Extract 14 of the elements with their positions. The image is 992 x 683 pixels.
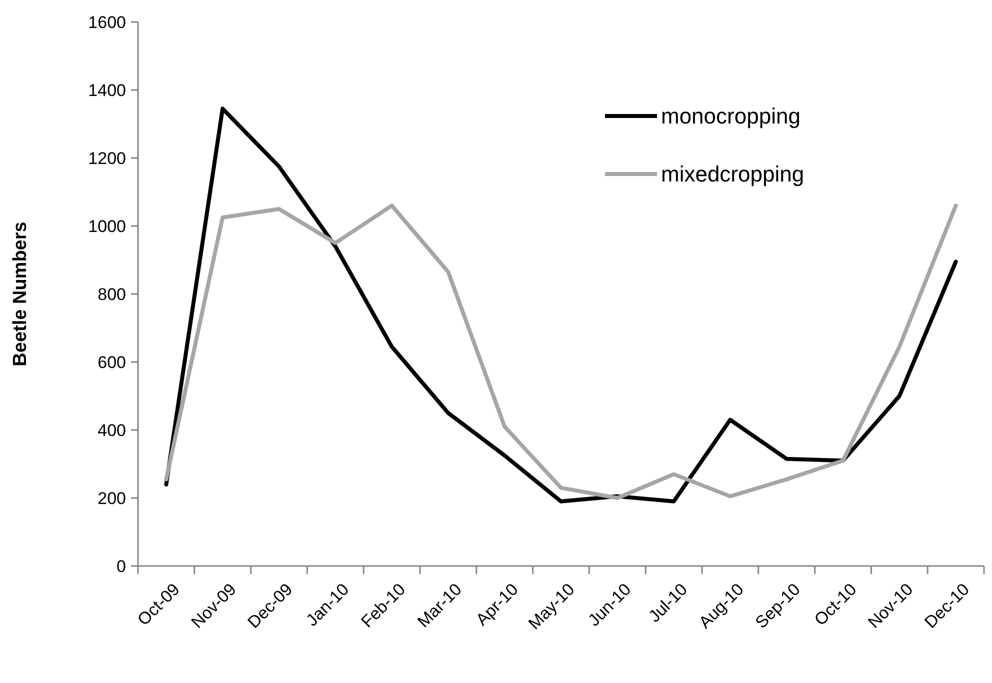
y-tick-label: 0	[116, 556, 126, 576]
line-series	[164, 204, 958, 500]
y-tick-label: 600	[98, 352, 126, 372]
y-tick-label: 1000	[88, 216, 126, 236]
y-tick-label: 1200	[88, 148, 126, 168]
y-tick-label: 200	[98, 488, 126, 508]
legend-label: mixedcropping	[661, 162, 804, 187]
y-tick-label: 1600	[88, 12, 126, 32]
y-tick-label: 400	[98, 420, 126, 440]
y-tick-label: 1400	[88, 80, 126, 100]
legend-label: monocropping	[661, 104, 800, 129]
y-tick-label: 800	[98, 284, 126, 304]
line-series	[164, 106, 958, 504]
y-axis-title: Beetle Numbers	[10, 222, 31, 366]
